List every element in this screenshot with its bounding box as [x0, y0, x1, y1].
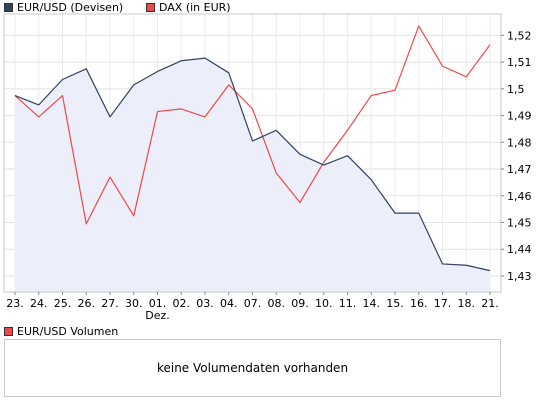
x-month-label: Dez.: [145, 309, 170, 322]
x-tick-label: 14.: [363, 297, 381, 310]
x-tick-label: 08.: [268, 297, 286, 310]
x-tick-label: 16.: [410, 297, 428, 310]
x-tick-label: 09.: [291, 297, 309, 310]
volume-legend-swatch: [4, 327, 13, 336]
x-tick-label: 01.: [149, 297, 167, 310]
legend-swatch-eurusd: [4, 3, 13, 12]
y-tick-label: 1,46: [507, 190, 532, 203]
volume-panel: keine Volumendaten vorhanden: [4, 339, 501, 397]
x-tick-label: 27.: [101, 297, 119, 310]
legend-label-eurusd: EUR/USD (Devisen): [17, 1, 124, 14]
x-tick-label: 24.: [30, 297, 48, 310]
x-tick-label: 07.: [244, 297, 262, 310]
eurusd-fill-area: [15, 58, 490, 292]
x-tick-label: 26.: [78, 297, 96, 310]
x-tick-label: 04.: [220, 297, 238, 310]
x-axis: 23. 24. 25. 26. 27. 30. 01. 02. 03. 04. 07. 08. 09. 1…: [6, 292, 499, 322]
y-tick-label: 1,44: [507, 243, 532, 256]
x-tick-label: 18.: [458, 297, 476, 310]
volume-empty-message: keine Volumendaten vorhanden: [156, 361, 349, 375]
y-tick-label: 1,48: [507, 136, 532, 149]
y-axis: 1,43 1,44 1,45 1,46 1,47 1,48 1,49 1,5 1,51 1,52: [501, 29, 532, 283]
y-tick-label: 1,45: [507, 217, 532, 230]
x-tick-label: 17.: [434, 297, 452, 310]
y-tick-label: 1,52: [507, 29, 532, 42]
legend-label-dax: DAX (in EUR): [159, 1, 231, 14]
y-tick-label: 1,43: [507, 270, 532, 283]
x-tick-label: 15.: [386, 297, 404, 310]
legend-item-dax: DAX (in EUR): [146, 1, 231, 14]
x-tick-label: 03.: [196, 297, 214, 310]
y-tick-label: 1,49: [507, 110, 532, 123]
volume-legend: EUR/USD Volumen: [4, 325, 118, 338]
x-tick-label: 23.: [6, 297, 24, 310]
x-tick-label: 25.: [54, 297, 72, 310]
legend-swatch-dax: [146, 3, 155, 12]
x-tick-label: 21.: [481, 297, 499, 310]
legend-item-eurusd: EUR/USD (Devisen): [4, 1, 123, 14]
volume-legend-label: EUR/USD Volumen: [17, 325, 119, 338]
x-tick-label: 30.: [125, 297, 143, 310]
x-tick-label: 02.: [173, 297, 191, 310]
eurusd-area: [15, 58, 490, 292]
x-tick-label: 11.: [339, 297, 357, 310]
y-tick-label: 1,51: [507, 56, 532, 69]
y-tick-label: 1,47: [507, 163, 532, 176]
x-tick-label: 10.: [315, 297, 333, 310]
series-lines: [14, 25, 491, 272]
price-chart: 1,431,441,451,461,471,481,491,51,511,52 …: [3, 13, 532, 322]
y-tick-label: 1,5: [507, 83, 525, 96]
